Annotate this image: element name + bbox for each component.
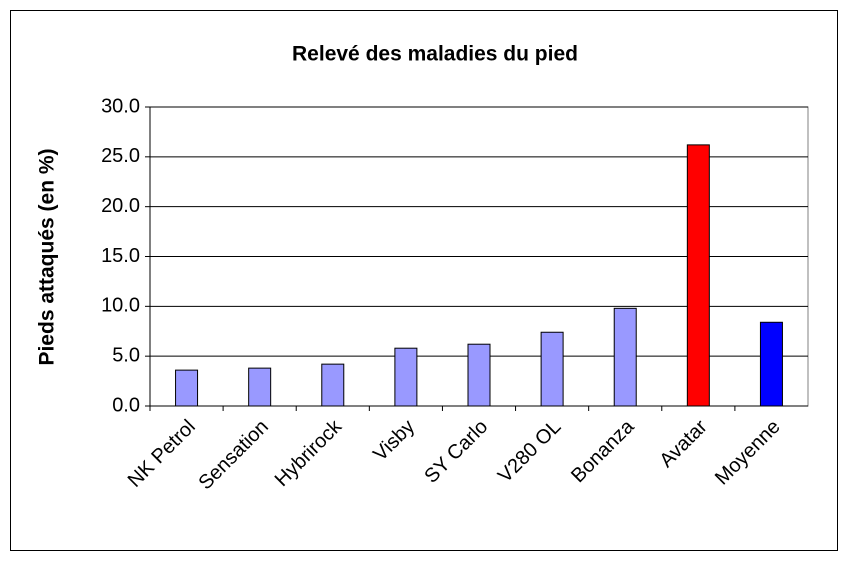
y-tick-label: 20.0 [101,195,140,217]
bar [686,144,710,407]
y-tick-label: 15.0 [101,245,140,267]
bar [759,321,783,407]
y-axis-title: Pieds attaqués (en %) [36,148,59,365]
y-tick-label: 0.0 [112,394,140,416]
bar [467,343,491,407]
chart-title: Relevé des maladies du pied [292,43,578,66]
y-tick-label: 25.0 [101,145,140,167]
y-tick-label: 30.0 [101,95,140,117]
y-tick-label: 5.0 [112,344,140,366]
bar [540,331,564,407]
bar [321,363,345,407]
bar [394,347,418,407]
bar [175,369,199,407]
y-tick-label: 10.0 [101,295,140,317]
bar [613,307,637,407]
bar [248,367,272,407]
